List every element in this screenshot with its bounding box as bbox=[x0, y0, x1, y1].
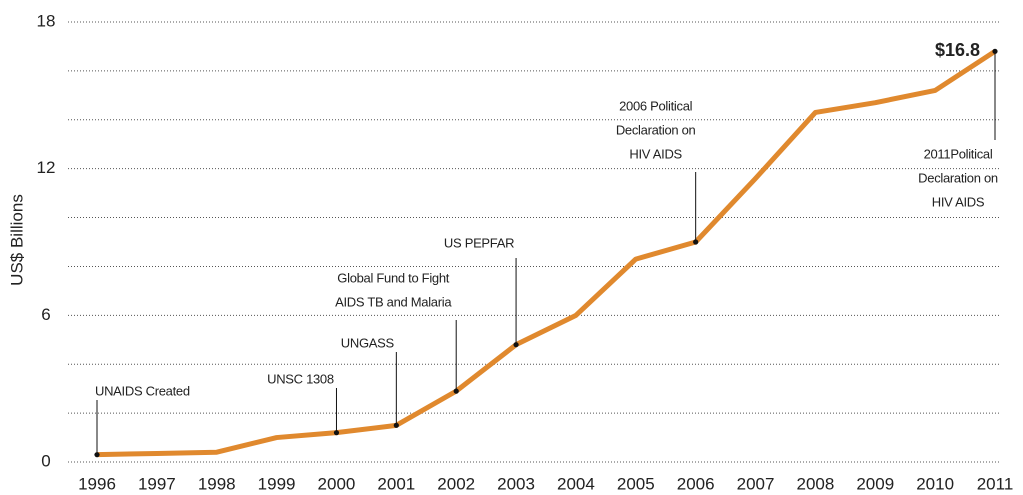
annotation-text: 2006 Political bbox=[619, 98, 693, 113]
x-tick-label: 1997 bbox=[138, 474, 176, 493]
annotation-point bbox=[393, 422, 399, 428]
annotation-text: Declaration on bbox=[918, 170, 998, 185]
y-tick-label: 18 bbox=[37, 11, 56, 30]
x-tick-label: 2007 bbox=[737, 474, 775, 493]
annotation-text: UNAIDS Created bbox=[95, 383, 190, 398]
x-tick-label: 2000 bbox=[318, 474, 356, 493]
annotation-text: HIV AIDS bbox=[629, 146, 682, 161]
x-tick-label: 2011 bbox=[977, 474, 1014, 493]
annotation-point bbox=[992, 48, 998, 54]
y-axis-label: US$ Billions bbox=[7, 194, 26, 286]
annotation-point bbox=[94, 452, 100, 458]
x-tick-label: 2005 bbox=[617, 474, 655, 493]
annotation-text: Global Fund to Fight bbox=[337, 270, 449, 285]
x-tick-label: 2006 bbox=[677, 474, 715, 493]
annotation-point bbox=[333, 430, 340, 436]
annotation-text: US PEPFAR bbox=[444, 235, 514, 250]
annotation-text: UNSC 1308 bbox=[267, 371, 334, 386]
y-tick-label: 0 bbox=[41, 451, 50, 470]
x-tick-label: 2009 bbox=[856, 474, 894, 493]
annotation-text: UNGASS bbox=[341, 335, 395, 350]
x-tick-label: 1996 bbox=[78, 474, 116, 493]
x-tick-label: 2010 bbox=[916, 474, 954, 493]
y-tick-label: 12 bbox=[37, 158, 56, 177]
value-label: $16.8 bbox=[935, 40, 980, 60]
x-tick-label: 1999 bbox=[258, 474, 296, 493]
y-tick-label: 6 bbox=[41, 305, 50, 324]
annotation-text: Declaration on bbox=[616, 122, 696, 137]
data-line bbox=[96, 49, 997, 458]
annotation-point bbox=[453, 388, 459, 394]
x-tick-label: 2004 bbox=[557, 474, 595, 493]
x-tick-label: 2008 bbox=[796, 474, 834, 493]
x-tick-label: 2001 bbox=[377, 474, 415, 493]
annotation-text: AIDS TB and Malaria bbox=[335, 294, 452, 309]
x-tick-label: 2002 bbox=[437, 474, 475, 493]
annotation-text: HIV AIDS bbox=[932, 194, 985, 209]
annotation-point bbox=[693, 239, 699, 245]
annotation-text: 2011Political bbox=[924, 146, 993, 161]
annotation-point bbox=[513, 342, 519, 348]
x-tick-label: 1998 bbox=[198, 474, 236, 493]
x-tick-label: 2003 bbox=[497, 474, 535, 493]
